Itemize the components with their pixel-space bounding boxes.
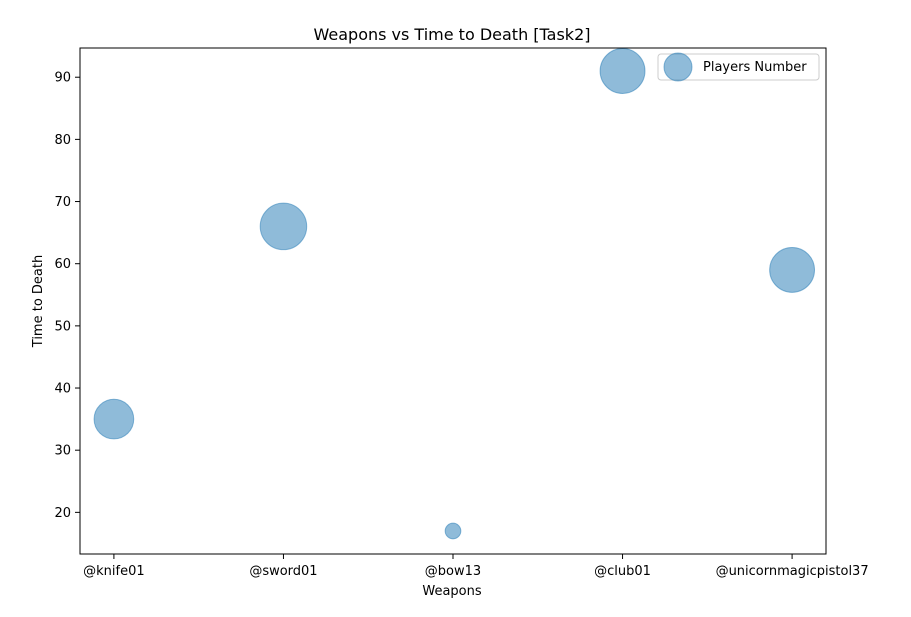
y-axis: 20 30 40 50 60 70 80 90 bbox=[54, 71, 80, 521]
legend-marker bbox=[663, 52, 693, 82]
chart-title: Weapons vs Time to Death [Task2] bbox=[314, 25, 591, 44]
legend-label: Players Number bbox=[703, 60, 807, 75]
x-tick-label: @knife01 bbox=[83, 564, 145, 579]
y-tick-label: 50 bbox=[54, 319, 71, 334]
bubble-unicornmagicpistol37 bbox=[769, 246, 816, 293]
y-tick-label: 70 bbox=[54, 195, 71, 210]
legend: Players Number bbox=[657, 52, 820, 82]
y-tick-label: 20 bbox=[54, 506, 71, 521]
x-tick-label: @sword01 bbox=[249, 564, 317, 579]
x-tick-label: @bow13 bbox=[425, 564, 481, 579]
y-tick-label: 40 bbox=[54, 382, 71, 397]
x-axis: @knife01 @sword01 @bow13 @club01 @unicornmag… bbox=[83, 554, 869, 579]
bubble-club01 bbox=[599, 48, 646, 94]
x-tick-label: @unicornmagicpistol37 bbox=[716, 564, 869, 579]
y-tick-label: 90 bbox=[54, 71, 71, 86]
y-tick-label: 80 bbox=[54, 133, 71, 148]
x-tick-label: @club01 bbox=[594, 564, 651, 579]
bubble-knife01 bbox=[93, 398, 135, 440]
bubble-bow13 bbox=[444, 522, 462, 540]
y-axis-label: Time to Death bbox=[31, 255, 46, 348]
bubble-layer bbox=[93, 48, 816, 540]
x-axis-label: Weapons bbox=[422, 584, 482, 599]
y-tick-label: 30 bbox=[54, 444, 71, 459]
legend-box bbox=[657, 53, 820, 81]
bubble-sword01 bbox=[259, 202, 308, 251]
y-tick-label: 60 bbox=[54, 257, 71, 272]
